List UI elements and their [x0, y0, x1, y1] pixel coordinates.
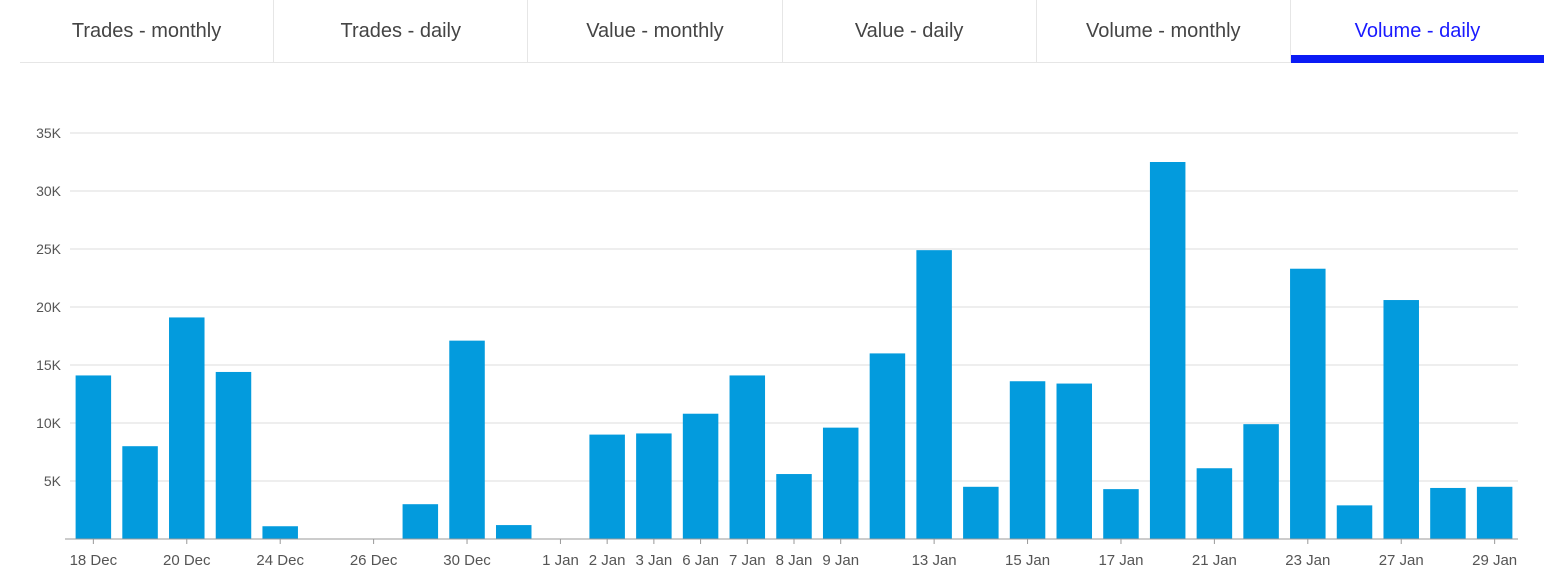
tab-trades-daily[interactable]: Trades - daily	[274, 0, 529, 62]
bar-20-dec[interactable]	[169, 317, 205, 539]
tab-volume-monthly[interactable]: Volume - monthly	[1037, 0, 1291, 62]
bar-3-jan[interactable]	[636, 433, 672, 539]
y-tick-label: 10K	[36, 415, 62, 431]
y-tick-label: 25K	[36, 241, 62, 257]
bar-24-jan[interactable]	[1336, 505, 1373, 539]
chart-bars	[75, 162, 1513, 539]
bar-27-dec[interactable]	[402, 504, 439, 539]
y-tick-label: 35K	[36, 125, 62, 141]
tab-value-monthly[interactable]: Value - monthly	[528, 0, 783, 62]
bar-19-dec[interactable]	[122, 446, 158, 539]
bar-20-jan[interactable]	[1149, 162, 1186, 539]
x-tick-label: 8 Jan	[776, 552, 813, 569]
x-tick-label: 20 Dec	[163, 552, 211, 569]
bar-22-jan[interactable]	[1243, 424, 1279, 539]
bar-10-jan[interactable]	[869, 353, 906, 539]
tab-trades-monthly[interactable]: Trades - monthly	[20, 0, 275, 62]
x-tick-label: 29 Jan	[1472, 552, 1517, 569]
tab-volume-daily[interactable]: Volume - daily	[1290, 0, 1545, 63]
bar-7-jan[interactable]	[729, 375, 766, 539]
x-tick-label: 6 Jan	[682, 552, 719, 569]
tab-value-daily[interactable]: Value - daily	[783, 0, 1037, 62]
x-tick-label: 26 Dec	[350, 552, 398, 569]
x-tick-label: 24 Dec	[256, 552, 304, 569]
y-tick-label: 30K	[36, 183, 62, 199]
x-tick-label: 30 Dec	[443, 552, 491, 569]
x-tick-label: 23 Jan	[1285, 552, 1330, 569]
bar-29-jan[interactable]	[1476, 486, 1513, 539]
y-tick-label: 20K	[36, 299, 62, 315]
y-axis-labels: 5K 10K 15K 20K 25K 30K 35K	[36, 125, 62, 489]
bar-23-jan[interactable]	[1290, 268, 1326, 539]
bar-27-jan[interactable]	[1383, 300, 1419, 539]
x-tick-label: 13 Jan	[912, 552, 957, 569]
x-tick-label: 21 Jan	[1192, 552, 1237, 569]
y-tick-label: 15K	[36, 357, 62, 373]
bar-17-jan[interactable]	[1103, 489, 1139, 539]
bar-21-jan[interactable]	[1196, 468, 1233, 539]
x-tick-label: 1 Jan	[542, 552, 579, 569]
x-tick-label: 27 Jan	[1379, 552, 1424, 569]
y-tick-label: 5K	[44, 473, 62, 489]
x-axis: 18 Dec 20 Dec 24 Dec 26 Dec 30 Dec 1 Jan 2 Jan…	[65, 538, 1518, 569]
bar-30-dec[interactable]	[449, 340, 485, 539]
x-tick-label: 9 Jan	[822, 552, 859, 569]
bar-21-dec[interactable]	[215, 371, 252, 539]
x-tick-label: 15 Jan	[1005, 552, 1050, 569]
bar-28-jan[interactable]	[1430, 487, 1466, 539]
tab-bar: Trades - monthly Trades - daily Value - …	[20, 0, 1545, 63]
x-tick-label: 17 Jan	[1098, 552, 1143, 569]
bar-9-jan[interactable]	[822, 427, 859, 539]
bar-2-jan[interactable]	[589, 434, 625, 539]
bar-8-jan[interactable]	[776, 474, 812, 539]
bar-18-dec[interactable]	[75, 375, 112, 539]
bar-31-dec[interactable]	[495, 525, 532, 539]
bar-13-jan[interactable]	[916, 250, 952, 539]
bar-14-jan[interactable]	[963, 486, 999, 539]
bar-16-jan[interactable]	[1056, 383, 1093, 539]
bar-24-dec[interactable]	[262, 526, 298, 539]
bar-6-jan[interactable]	[682, 413, 719, 539]
x-tick-label: 7 Jan	[729, 552, 766, 569]
x-tick-label: 2 Jan	[589, 552, 626, 569]
x-tick-label: 18 Dec	[70, 552, 118, 569]
bar-15-jan[interactable]	[1009, 381, 1046, 539]
x-tick-label: 3 Jan	[636, 552, 673, 569]
